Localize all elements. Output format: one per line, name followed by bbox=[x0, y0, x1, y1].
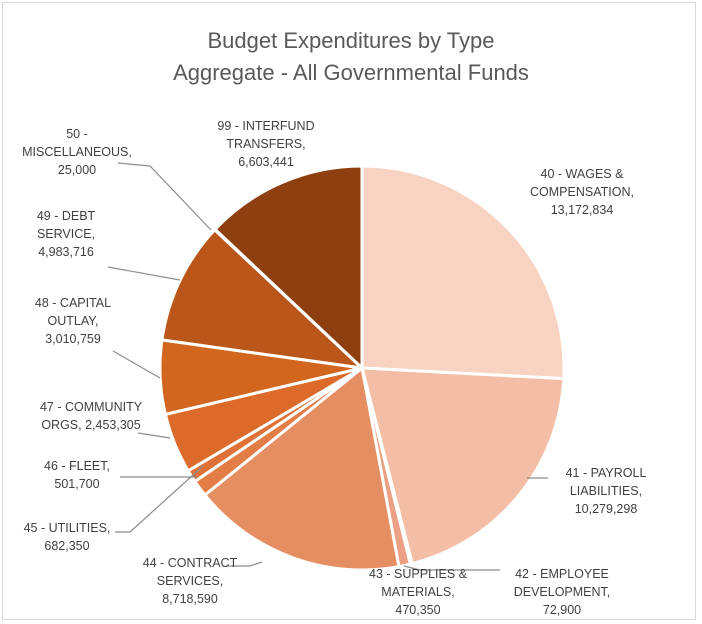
data-label-line: 48 - CAPITAL bbox=[35, 296, 111, 310]
data-label-line: COMPENSATION, bbox=[530, 185, 634, 199]
data-label-47: 47 - COMMUNITY ORGS, 2,453,305 bbox=[40, 400, 143, 432]
data-label-41: 41 - PAYROLL LIABILITIES, 10,279,298 bbox=[566, 466, 647, 516]
data-label-40: 40 - WAGES & COMPENSATION, 13,172,834 bbox=[530, 167, 634, 217]
data-label-line: OUTLAY, bbox=[48, 314, 99, 328]
data-label-line: 99 - INTERFUND bbox=[217, 119, 314, 133]
data-label-line: DEVELOPMENT, bbox=[514, 585, 611, 599]
data-label-44: 44 - CONTRACT SERVICES, 8,718,590 bbox=[143, 556, 238, 606]
data-label-43: 43 - SUPPLIES & MATERIALS, 470,350 bbox=[369, 567, 468, 617]
data-label-49: 49 - DEBT SERVICE, 4,983,716 bbox=[37, 209, 96, 259]
pie-slice-99 bbox=[213, 164, 364, 370]
data-label-line: SERVICES, bbox=[157, 574, 223, 588]
data-label-line: 682,350 bbox=[44, 539, 89, 553]
data-label-line: 44 - CONTRACT bbox=[143, 556, 238, 570]
data-label-line: 13,172,834 bbox=[551, 203, 614, 217]
leader-line-49 bbox=[107, 266, 181, 281]
data-label-line: LIABILITIES, bbox=[570, 484, 642, 498]
data-label-48: 48 - CAPITAL OUTLAY, 3,010,759 bbox=[35, 296, 111, 346]
data-label-line: 8,718,590 bbox=[162, 592, 218, 606]
data-label-line: 25,000 bbox=[58, 163, 96, 177]
data-label-line: 6,603,441 bbox=[238, 155, 294, 169]
pie-slice-40 bbox=[360, 164, 566, 381]
data-label-line: 43 - SUPPLIES & bbox=[369, 567, 468, 581]
data-label-line: SERVICE, bbox=[37, 227, 95, 241]
data-label-line: 40 - WAGES & bbox=[541, 167, 625, 181]
data-label-46: 46 - FLEET, 501,700 bbox=[44, 459, 110, 491]
pie-slice-41 bbox=[360, 366, 566, 566]
data-label-line: 4,983,716 bbox=[38, 245, 94, 259]
leader-line-44 bbox=[226, 561, 263, 567]
data-label-line: 49 - DEBT bbox=[37, 209, 96, 223]
data-label-line: 42 - EMPLOYEE bbox=[515, 567, 609, 581]
data-label-line: 72,900 bbox=[543, 603, 581, 617]
data-label-line: MISCELLANEOUS, bbox=[22, 145, 132, 159]
data-label-line: ORGS, 2,453,305 bbox=[41, 418, 140, 432]
data-label-50: 50 - MISCELLANEOUS, 25,000 bbox=[22, 127, 132, 177]
data-label-line: MATERIALS, bbox=[381, 585, 454, 599]
chart-subtitle: Aggregate - All Governmental Funds bbox=[173, 60, 529, 85]
data-label-45: 45 - UTILITIES, 682,350 bbox=[24, 521, 111, 553]
data-label-line: 47 - COMMUNITY bbox=[40, 400, 143, 414]
leader-line-45 bbox=[115, 465, 204, 533]
data-label-line: 41 - PAYROLL bbox=[566, 466, 647, 480]
data-label-line: 10,279,298 bbox=[575, 502, 638, 516]
data-label-line: 470,350 bbox=[395, 603, 440, 617]
chart-title: Budget Expenditures by Type bbox=[207, 28, 495, 53]
data-label-line: TRANSFERS, bbox=[226, 137, 305, 151]
data-label-line: 50 - bbox=[66, 127, 88, 141]
data-label-line: 45 - UTILITIES, bbox=[24, 521, 111, 535]
pie-slice-49 bbox=[160, 228, 364, 370]
pie-slice-44 bbox=[203, 366, 401, 572]
leader-line-42 bbox=[403, 565, 500, 571]
leader-line-48 bbox=[112, 350, 161, 379]
data-label-line: 501,700 bbox=[54, 477, 99, 491]
data-label-42: 42 - EMPLOYEE DEVELOPMENT, 72,900 bbox=[514, 567, 611, 617]
data-label-line: 3,010,759 bbox=[45, 332, 101, 346]
leader-line-47 bbox=[137, 432, 171, 439]
leader-line-50 bbox=[117, 162, 212, 231]
data-label-99: 99 - INTERFUND TRANSFERS, 6,603,441 bbox=[217, 119, 314, 169]
data-label-line: 46 - FLEET, bbox=[44, 459, 110, 473]
